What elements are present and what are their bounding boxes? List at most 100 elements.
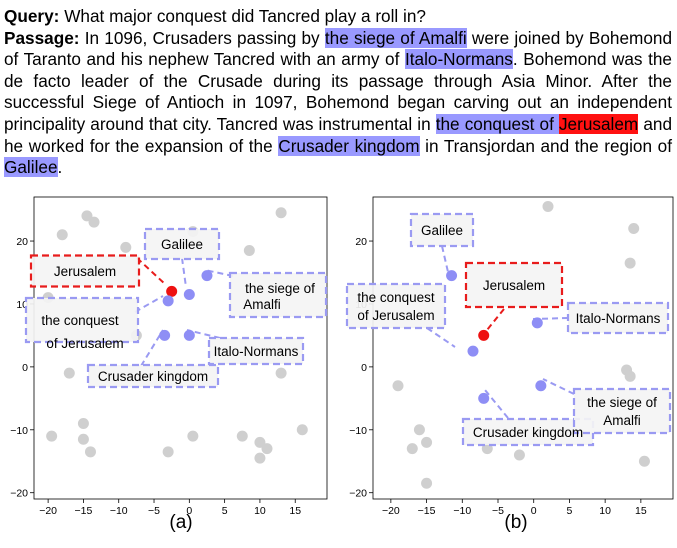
- background-point: [406, 443, 418, 455]
- label-box: [464, 261, 564, 309]
- x-tick-label: −20: [382, 505, 400, 517]
- background-point: [88, 216, 100, 228]
- background-point: [624, 257, 636, 269]
- point-label: Crusader kingdom: [98, 369, 208, 384]
- highlighted-phrase: Crusader kingdom: [278, 135, 420, 156]
- panel-caption: (a): [169, 512, 192, 533]
- background-point: [261, 443, 273, 455]
- scatter-panel-b: −20−15−10−5051015−20−1001020JerusalemGal…: [345, 196, 674, 533]
- query-label: Query:: [4, 6, 60, 26]
- point-label: of Jerusalem: [357, 308, 434, 323]
- phrase-point: [183, 329, 195, 341]
- passage-paragraph: Passage: In 1096, Crusaders passing by t…: [4, 27, 673, 179]
- point-label: the conquest: [357, 290, 435, 305]
- phrase-point: [162, 295, 174, 307]
- phrase-point: [183, 289, 195, 301]
- phrase-point: [446, 270, 458, 282]
- leader-line: [426, 327, 456, 348]
- leader-line: [486, 308, 505, 331]
- highlighted-phrase: Italo-Normans: [404, 49, 513, 70]
- point-label: Italo-Normans: [214, 344, 299, 359]
- y-tick-label: −20: [349, 488, 367, 500]
- answer-point: [478, 329, 490, 341]
- x-tick-label: 5: [567, 505, 573, 517]
- y-tick-label: −10: [349, 425, 367, 437]
- point-label: the siege of: [587, 395, 657, 410]
- background-point: [63, 367, 75, 379]
- phrase-point: [467, 345, 479, 357]
- passage-text: In 1096, Crusaders passing by: [79, 27, 325, 48]
- point-label: Galilee: [161, 237, 203, 252]
- label-box: [461, 417, 595, 447]
- highlighted-phrase: Galilee: [4, 157, 58, 178]
- background-point: [421, 436, 433, 448]
- leader-line: [542, 378, 575, 395]
- background-point: [296, 424, 308, 436]
- passage-text: . Bohemond was the de facto leader of th…: [4, 49, 672, 134]
- y-tick-label: 20: [16, 236, 28, 248]
- label-box: [24, 296, 140, 344]
- phrase-point: [159, 329, 171, 341]
- text-block: Query: What major conquest did Tancred p…: [4, 6, 672, 179]
- axes-frame: [372, 196, 674, 500]
- y-tick-label: 0: [22, 362, 28, 374]
- background-point: [46, 430, 58, 442]
- x-tick-label: 10: [254, 505, 266, 517]
- background-point: [187, 430, 199, 442]
- y-tick-label: −20: [10, 488, 28, 500]
- passage-text: in Transjordan and the region of: [419, 135, 672, 156]
- highlighted-answer: Jerusalem: [558, 113, 639, 134]
- point-label: Galilee: [421, 223, 463, 238]
- x-tick-label: 0: [186, 505, 192, 517]
- point-label: Jerusalem: [54, 264, 116, 279]
- point-label: Italo-Normans: [576, 311, 661, 326]
- point-label: of Jerusalem: [46, 336, 123, 351]
- point-label: Crusader kingdom: [473, 425, 583, 440]
- background-point: [243, 244, 255, 256]
- background-point: [81, 210, 93, 222]
- background-point: [120, 241, 132, 253]
- passage-text: were joined by Bohemond of Taranto and h…: [4, 27, 673, 70]
- label-box: [86, 363, 220, 389]
- point-label: Amalfi: [603, 413, 641, 428]
- label-box: [345, 282, 447, 330]
- background-point: [77, 433, 89, 445]
- label-box: [29, 254, 141, 288]
- axes-frame: [33, 196, 328, 500]
- scatter-panel-a: −20 −15 −10 −5 0 5 10 15 −20 −10 0 10 20 Jerusalem Gal…: [10, 196, 328, 533]
- x-tick-label: 5: [222, 505, 228, 517]
- leader-line: [134, 295, 164, 313]
- x-tick-label: −20: [39, 505, 57, 517]
- passage-label: Passage:: [4, 27, 80, 48]
- background-point: [628, 222, 640, 234]
- label-box: [228, 271, 328, 319]
- y-tick-label: 20: [355, 236, 367, 248]
- label-box: [409, 212, 475, 248]
- background-point: [413, 424, 425, 436]
- x-tick-label: 15: [289, 505, 301, 517]
- phrase-point: [201, 270, 213, 282]
- background-point: [162, 446, 174, 458]
- background-point: [513, 449, 525, 461]
- passage-text: .: [57, 157, 63, 178]
- background-point: [84, 446, 96, 458]
- background-point: [275, 367, 287, 379]
- phrase-point: [535, 380, 547, 392]
- x-tick-label: −10: [110, 505, 128, 517]
- background-point: [254, 452, 266, 464]
- x-tick-label: 15: [635, 505, 647, 517]
- background-point: [275, 207, 287, 219]
- leader-line: [181, 257, 187, 288]
- background-point: [254, 436, 266, 448]
- x-tick-label: −5: [492, 505, 504, 517]
- background-point: [392, 380, 404, 392]
- passage-text: and he worked for the expansion of the: [4, 113, 673, 156]
- leader-line: [484, 389, 509, 419]
- label-box: [207, 336, 305, 366]
- x-tick-label: −15: [418, 505, 436, 517]
- passage-body: In 1096, Crusaders passing by the siege …: [4, 27, 673, 178]
- query-text: What major conquest did Tancred play a r…: [64, 6, 426, 26]
- point-label: the conquest: [41, 313, 119, 328]
- query-line: Query: What major conquest did Tancred p…: [4, 6, 672, 28]
